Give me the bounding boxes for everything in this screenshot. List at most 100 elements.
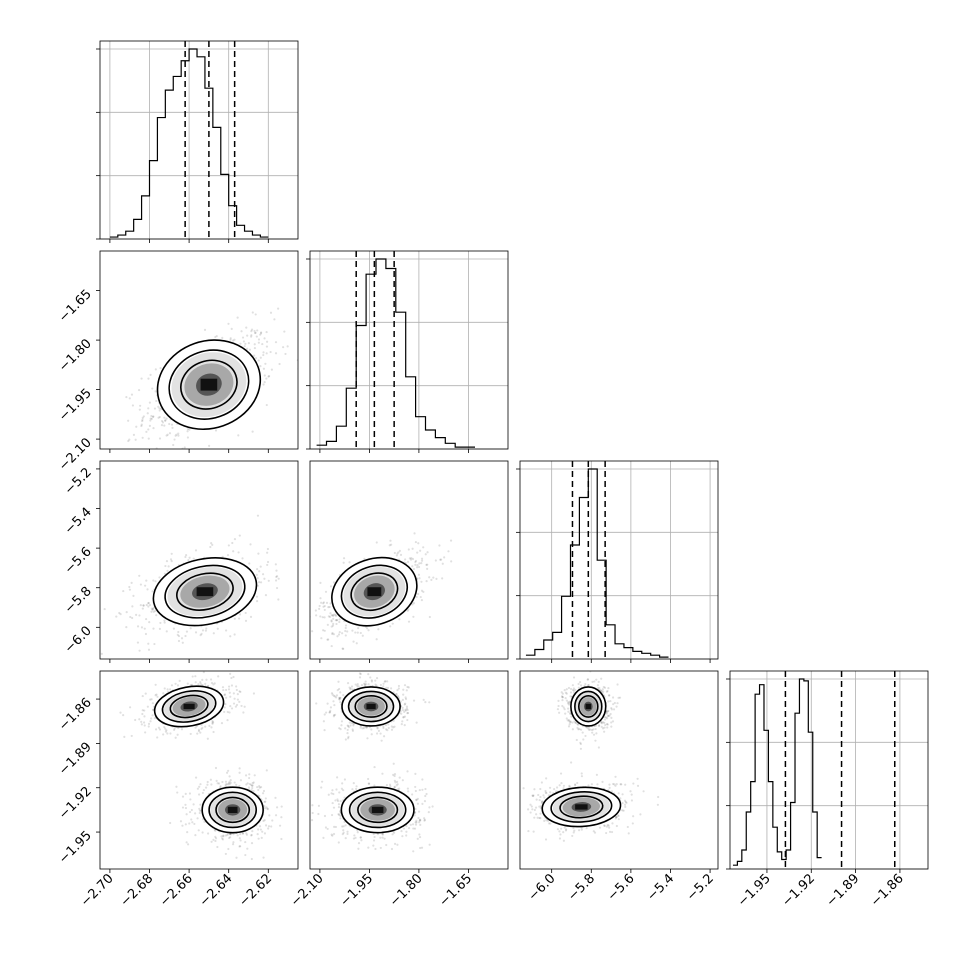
sample-point	[214, 429, 218, 432]
sample-point	[354, 683, 357, 686]
sample-point	[255, 600, 259, 603]
sample-point	[210, 726, 213, 729]
sample-point	[154, 694, 157, 697]
sample-point	[351, 688, 354, 691]
sample-point	[381, 836, 384, 839]
sample-point	[197, 683, 200, 686]
sample-point	[233, 781, 236, 784]
sample-point	[217, 782, 221, 785]
sample-point	[153, 642, 156, 646]
sample-point	[256, 785, 259, 789]
sample-point	[141, 419, 144, 423]
sample-point	[216, 782, 219, 785]
sample-point	[250, 330, 253, 333]
sample-point	[152, 610, 155, 613]
sample-point	[146, 588, 149, 591]
sample-point	[450, 560, 453, 563]
sample-point	[351, 788, 354, 791]
sample-point	[262, 383, 265, 386]
sample-point	[401, 835, 404, 838]
sample-point	[147, 648, 151, 651]
sample-point	[301, 345, 303, 347]
sample-point	[416, 837, 419, 840]
sample-point	[262, 819, 265, 823]
panel-frame	[99, 40, 299, 240]
sample-point	[342, 694, 345, 697]
sample-point	[257, 552, 260, 555]
sample-point	[259, 786, 263, 789]
sample-point	[232, 841, 235, 844]
sample-point	[432, 576, 435, 579]
sample-point	[154, 368, 157, 371]
sample-point	[248, 782, 251, 786]
sample-point	[196, 817, 199, 820]
sample-point	[175, 785, 178, 788]
sample-point	[246, 334, 249, 337]
sample-point	[322, 836, 325, 839]
sample-point	[441, 577, 444, 580]
sample-point	[339, 800, 342, 803]
sample-point	[346, 724, 349, 727]
sample-point	[414, 563, 417, 566]
sample-point	[159, 621, 162, 625]
sample-point	[395, 784, 398, 787]
sample-point	[346, 728, 349, 732]
sample-point	[78, 432, 80, 434]
sample-point	[415, 721, 418, 724]
sample-point	[147, 642, 150, 645]
sample-point	[198, 809, 202, 812]
sample-point	[258, 794, 261, 798]
sample-point	[143, 709, 146, 712]
sample-point	[127, 419, 130, 422]
sample-point	[406, 712, 409, 715]
sample-point	[224, 780, 228, 783]
sample-point	[377, 729, 381, 732]
sample-point	[248, 562, 251, 565]
sample-point	[125, 611, 128, 614]
sample-point	[209, 778, 212, 781]
panel-frame	[99, 250, 299, 450]
sample-point	[426, 551, 429, 554]
sample-point	[340, 724, 343, 727]
sample-point	[274, 814, 278, 817]
sample-point	[270, 368, 273, 371]
contour-line	[161, 690, 217, 723]
sample-point	[404, 697, 408, 701]
sample-point	[338, 696, 342, 700]
sample-point	[176, 733, 179, 736]
sample-point	[253, 329, 256, 333]
sample-point	[304, 310, 306, 312]
sample-point	[407, 608, 410, 611]
sample-point	[343, 778, 347, 781]
sample-point	[216, 845, 219, 849]
sample-point	[405, 830, 408, 833]
sample-point	[250, 328, 254, 331]
sample-point	[150, 417, 153, 420]
sample-point	[200, 632, 203, 635]
sample-point	[145, 617, 148, 621]
sample-point	[202, 671, 205, 674]
sample-point	[337, 813, 340, 816]
sample-point	[314, 609, 317, 612]
sample-point	[352, 640, 355, 643]
sample-point	[252, 781, 255, 784]
sample-point	[415, 595, 418, 599]
sample-point	[140, 377, 143, 380]
sample-point	[232, 702, 236, 705]
sample-point	[356, 682, 359, 686]
sample-point	[225, 629, 228, 632]
sample-point	[130, 393, 134, 396]
sample-point	[251, 781, 254, 785]
sample-point	[373, 784, 376, 787]
sample-point	[248, 776, 251, 780]
sample-point	[228, 780, 231, 783]
sample-point	[402, 693, 405, 696]
sample-point	[265, 340, 269, 343]
sample-point	[264, 362, 267, 365]
sample-point	[225, 771, 229, 774]
sample-point	[130, 734, 133, 738]
sample-point	[247, 786, 251, 789]
sample-point	[256, 833, 259, 836]
sample-point	[262, 856, 265, 859]
sample-point	[236, 834, 239, 837]
